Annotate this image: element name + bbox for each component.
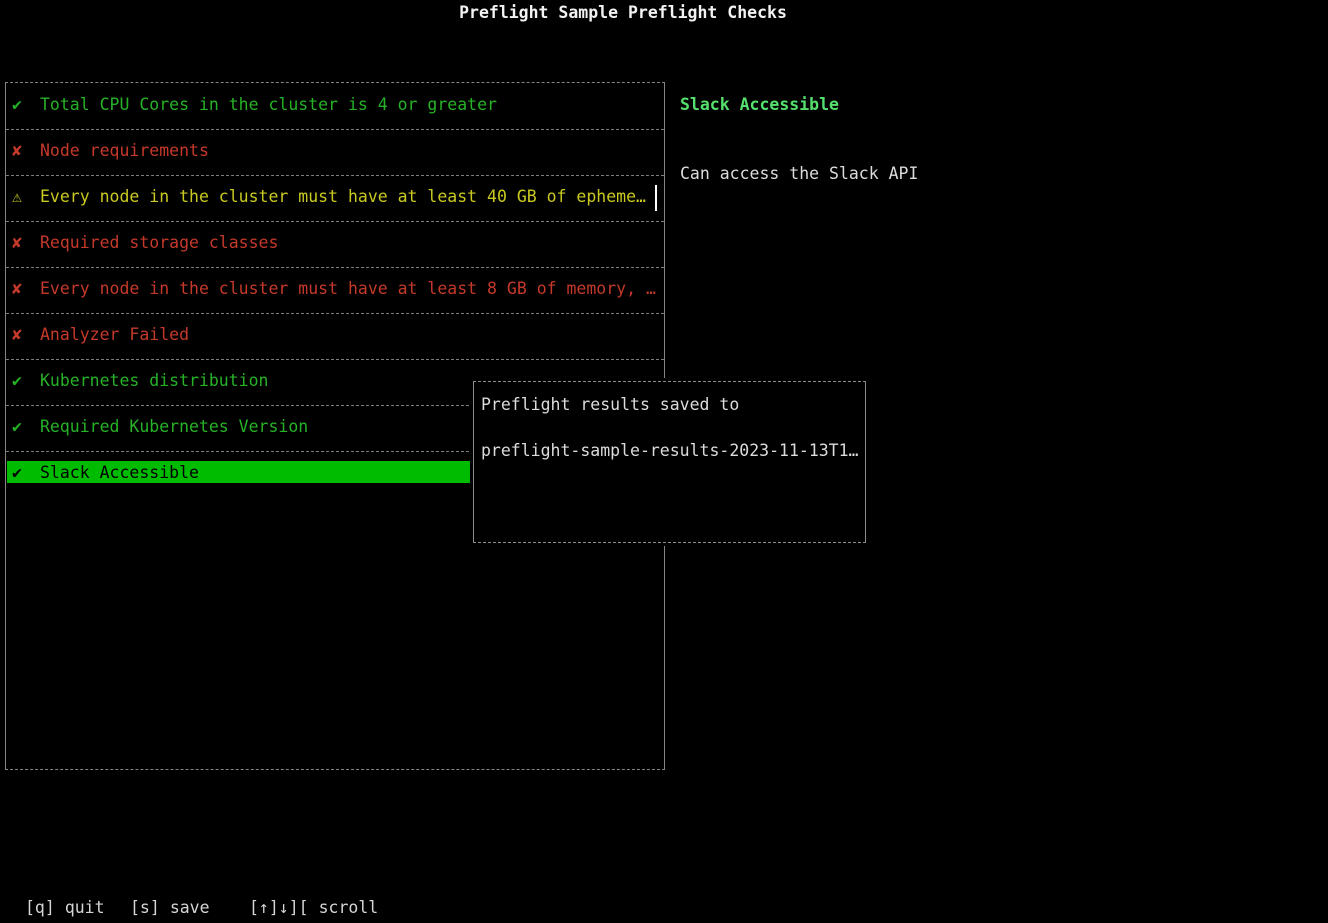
check-label: Node requirements [40,140,209,160]
detail-pane-message: Can access the Slack API [680,164,919,183]
check-icon: ✔ [12,416,22,436]
check-label: Slack Accessible [40,462,199,482]
check-icon: ✔ [12,94,22,114]
save-results-dialog: Preflight results saved to preflight-sam… [470,378,869,546]
save-results-filename: preflight-sample-results-2023-11-13T1… [481,441,859,460]
detail-pane-title: Slack Accessible [680,95,839,114]
save-results-dialog-box: Preflight results saved to preflight-sam… [473,381,866,543]
preflight-check-item[interactable]: ✔ Kubernetes distribution [6,360,664,406]
check-label: Kubernetes distribution [40,370,269,390]
scroll-indicator[interactable] [655,185,657,211]
shortcut-scroll[interactable]: [↑]↓][ scroll [249,898,378,917]
preflight-check-item[interactable]: ✘ Node requirements [6,130,664,176]
preflight-check-item[interactable]: ✔ Total CPU Cores in the cluster is 4 or… [6,84,664,130]
cross-icon: ✘ [12,324,22,344]
check-icon: ✔ [12,462,22,482]
check-label: Every node in the cluster must have at l… [40,278,656,298]
check-label: Analyzer Failed [40,324,190,344]
shortcut-key: [s] [130,898,160,917]
cross-icon: ✘ [12,232,22,252]
check-label: Total CPU Cores in the cluster is 4 or g… [40,94,497,114]
shortcut-save[interactable]: [s] save [130,898,210,917]
preflight-check-item[interactable]: ⚠ Every node in the cluster must have at… [6,176,664,222]
shortcut-key: [q] [25,898,55,917]
preflight-check-list: ✔ Total CPU Cores in the cluster is 4 or… [5,82,665,770]
check-label: Required Kubernetes Version [40,416,309,436]
save-results-message: Preflight results saved to [481,395,740,414]
page-title: Preflight Sample Preflight Checks [459,3,787,22]
shortcut-key: [↑]↓][ [249,898,309,917]
shortcut-quit[interactable]: [q] quit [25,898,105,917]
cross-icon: ✘ [12,278,22,298]
shortcut-bar: [q] quit [s] save [↑]↓][ scroll [0,898,1328,921]
shortcut-label: quit [64,898,105,917]
shortcut-label: scroll [318,898,379,917]
cross-icon: ✘ [12,140,22,160]
warning-icon: ⚠ [12,186,22,206]
preflight-check-item[interactable]: ✘ Required storage classes [6,222,664,268]
preflight-check-item[interactable]: ✔ Required Kubernetes Version [6,406,664,452]
preflight-check-item[interactable]: ✘ Every node in the cluster must have at… [6,268,664,314]
check-label: Every node in the cluster must have at l… [40,186,646,206]
shortcut-label: save [169,898,210,917]
check-icon: ✔ [12,370,22,390]
check-label: Required storage classes [40,232,279,252]
preflight-check-item[interactable]: ✘ Analyzer Failed [6,314,664,360]
